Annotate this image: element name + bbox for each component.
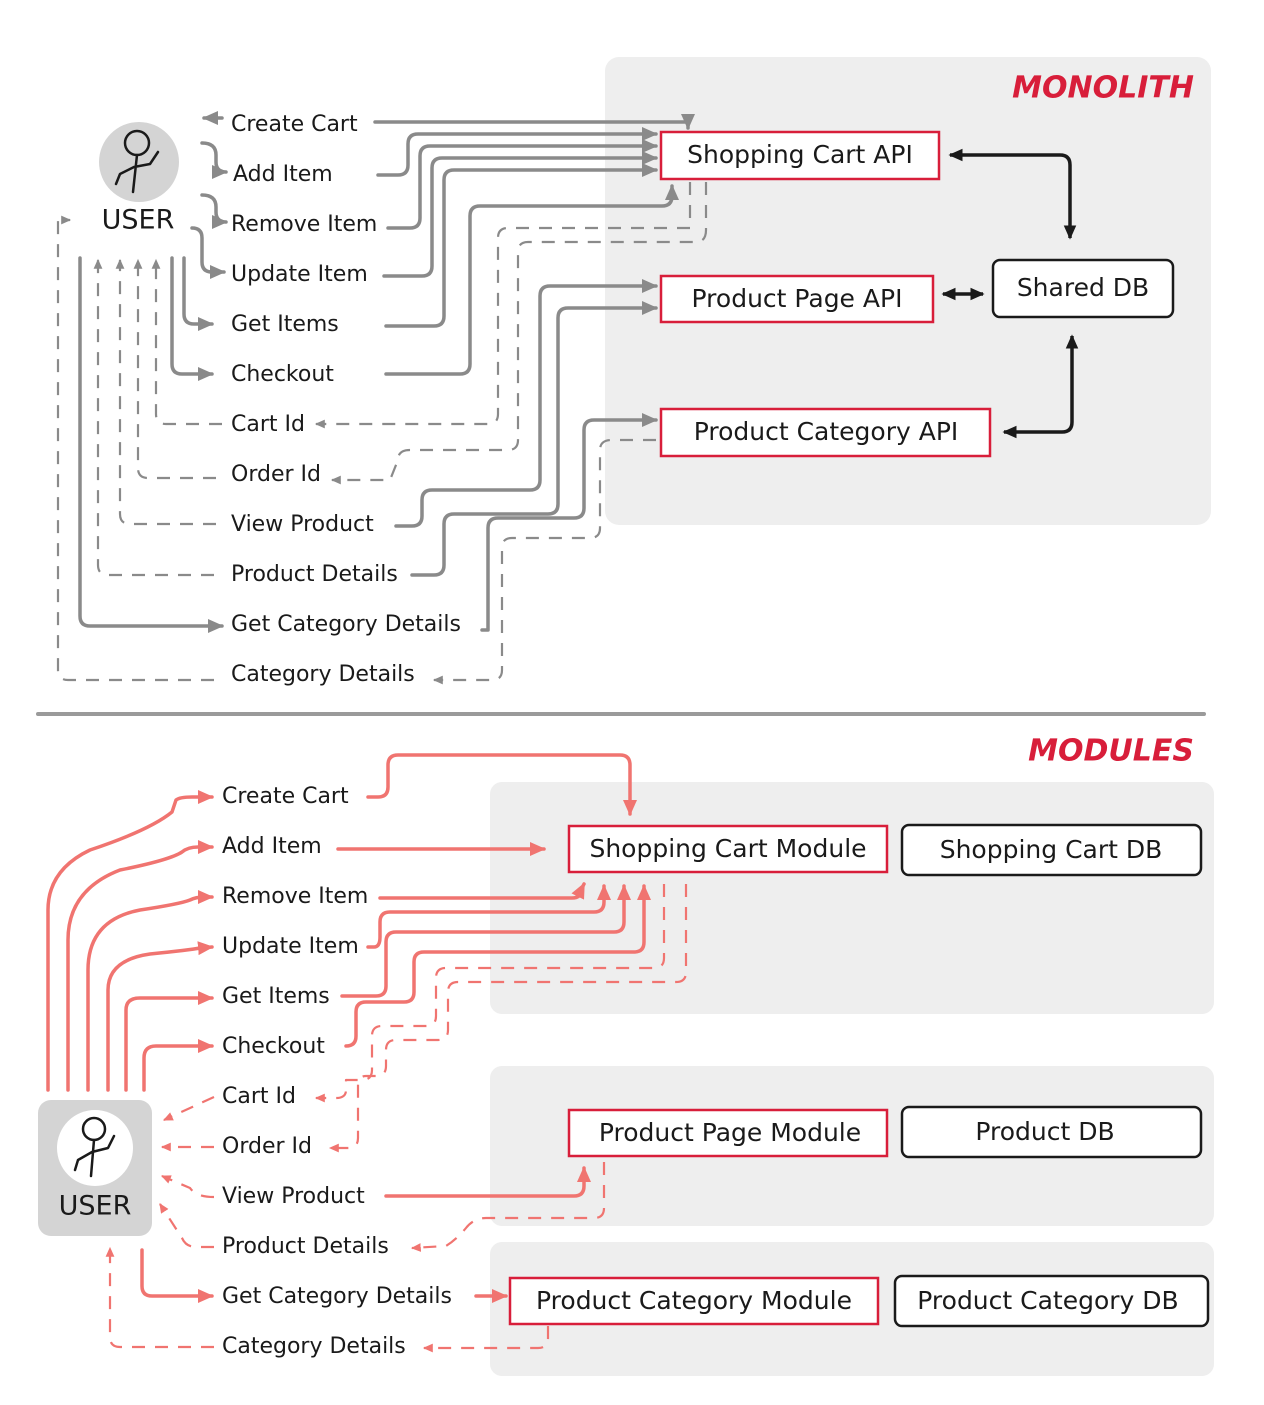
mod-label-view-product: View Product	[222, 1184, 365, 1209]
shopping-cart-api: Shopping Cart API	[659, 130, 941, 181]
monolith-user-label: USER	[102, 205, 175, 236]
mod-label-product-details: Product Details	[222, 1234, 389, 1259]
product-category-module-box	[508, 1276, 880, 1326]
mono-label-update-item: Update Item	[231, 262, 368, 287]
modules-user: USER	[38, 1100, 152, 1236]
shopping-cart-module-box	[567, 824, 889, 874]
mono-label-product-details: Product Details	[231, 562, 398, 587]
product-category-api: Product Category API	[659, 407, 992, 458]
product-db-box	[900, 1105, 1203, 1159]
modules-user-to-label-flows	[46, 790, 214, 1303]
mod-label-create-cart: Create Cart	[222, 784, 349, 809]
product-category-api-box	[659, 407, 992, 458]
shopping-cart-api-label: Shopping Cart API	[687, 140, 913, 169]
mono-label-get-items: Get Items	[231, 312, 339, 337]
product-category-module-label: Product Category Module	[536, 1286, 852, 1315]
mono-label-get-category-details: Get Category Details	[231, 612, 461, 637]
product-page-module: Product Page Module	[567, 1108, 889, 1158]
product-category-module: Product Category Module	[508, 1276, 880, 1326]
modules-user-label: USER	[59, 1191, 132, 1222]
monolith-user-circle	[99, 122, 179, 202]
mono-label-remove-item: Remove Item	[231, 212, 377, 237]
modules-user-circle	[57, 1110, 133, 1186]
mono-label-checkout: Checkout	[231, 362, 334, 387]
product-category-db-box	[893, 1274, 1210, 1328]
mod-label-checkout: Checkout	[222, 1034, 325, 1059]
product-category-db-label: Product Category DB	[917, 1286, 1178, 1315]
modules-response-flows	[105, 884, 688, 1353]
product-page-api: Product Page API	[659, 274, 935, 324]
shared-db: Shared DB	[991, 258, 1175, 319]
shopping-cart-db-label: Shopping Cart DB	[940, 835, 1163, 864]
mono-label-view-product: View Product	[231, 512, 374, 537]
modules-label-to-module-flows	[336, 753, 651, 1303]
mono-label-order-id: Order Id	[231, 462, 321, 487]
monolith-title: MONOLITH	[1012, 71, 1194, 106]
modules-title: MODULES	[1028, 734, 1194, 769]
monolith-response-flows	[56, 182, 708, 685]
mod-label-cart-id: Cart Id	[222, 1084, 296, 1109]
shopping-cart-module-label: Shopping Cart Module	[589, 834, 866, 863]
mono-label-category-details: Category Details	[231, 662, 415, 687]
monolith-label-to-api-flows	[373, 114, 695, 632]
modules-section: MODULES USER Create Cart Add Item Remove…	[38, 734, 1214, 1376]
monolith-user: USER	[99, 122, 179, 236]
product-category-db: Product Category DB	[893, 1274, 1210, 1328]
shopping-cart-module: Shopping Cart Module	[567, 824, 889, 874]
mod-label-get-category-details: Get Category Details	[222, 1284, 452, 1309]
product-page-module-label: Product Page Module	[599, 1118, 861, 1147]
user-stick-figure-icon	[73, 1116, 116, 1178]
monolith-user-to-label-flows	[78, 111, 228, 633]
product-page-api-box	[659, 274, 935, 324]
shopping-cart-db: Shopping Cart DB	[900, 823, 1203, 877]
mono-label-add-item: Add Item	[233, 162, 333, 187]
monolith-db-connections	[941, 148, 1079, 439]
mod-label-category-details: Category Details	[222, 1334, 406, 1359]
shopping-cart-api-box	[659, 130, 941, 181]
product-db-label: Product DB	[975, 1117, 1114, 1146]
modules-labels: Create Cart Add Item Remove Item Update …	[222, 784, 452, 1359]
mod-label-order-id: Order Id	[222, 1134, 312, 1159]
shared-db-label: Shared DB	[1017, 273, 1149, 302]
shared-db-box	[991, 258, 1175, 319]
user-stick-figure-icon	[114, 129, 160, 194]
mod-label-add-item: Add Item	[222, 834, 322, 859]
mod-label-remove-item: Remove Item	[222, 884, 368, 909]
shopping-cart-db-box	[900, 823, 1203, 877]
product-page-api-label: Product Page API	[692, 284, 903, 313]
mod-label-get-items: Get Items	[222, 984, 330, 1009]
product-category-api-label: Product Category API	[694, 417, 959, 446]
monolith-labels: Create Cart Add Item Remove Item Update …	[231, 112, 461, 687]
product-page-module-box	[567, 1108, 889, 1158]
mono-label-cart-id: Cart Id	[231, 412, 305, 437]
mono-label-create-cart: Create Cart	[231, 112, 358, 137]
product-db: Product DB	[900, 1105, 1203, 1159]
mod-label-update-item: Update Item	[222, 934, 359, 959]
shopping-cart-module-panel	[490, 782, 1214, 1014]
monolith-section: MONOLITH USER Create Cart Add Item Remov…	[56, 57, 1211, 687]
